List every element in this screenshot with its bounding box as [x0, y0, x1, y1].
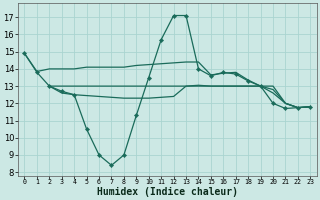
X-axis label: Humidex (Indice chaleur): Humidex (Indice chaleur)	[97, 186, 238, 197]
